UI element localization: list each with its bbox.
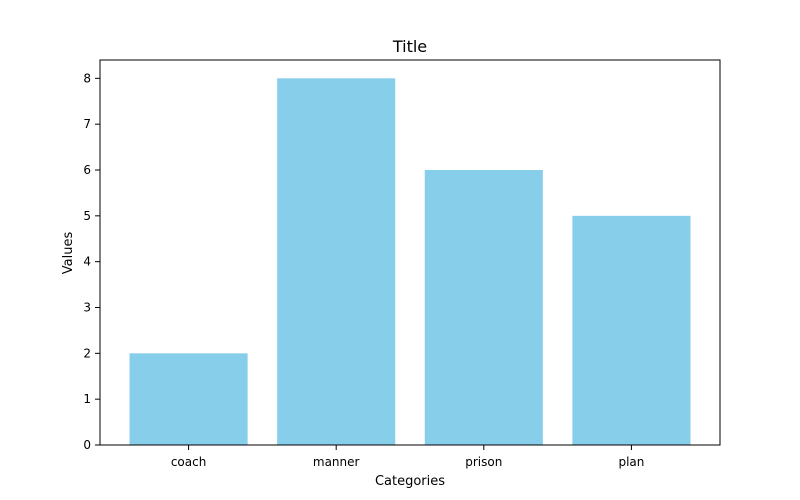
y-tick-label: 4 [83, 255, 91, 269]
x-tick-label-coach: coach [171, 455, 207, 469]
y-tick-label: 8 [83, 71, 91, 85]
plot-area-frame [99, 59, 721, 446]
y-axis-ticks: 0 1 2 3 4 5 6 7 8 [83, 71, 100, 452]
y-tick-label: 2 [83, 346, 91, 360]
y-tick-label: 7 [83, 117, 91, 131]
y-tick-label: 1 [83, 392, 91, 406]
x-axis-label: Categories [375, 474, 445, 489]
bar-coach [129, 353, 248, 445]
bars-group [129, 78, 691, 445]
bar-plan [572, 215, 691, 445]
x-axis-ticks: coach manner prison plan [171, 445, 644, 469]
x-tick-label-prison: prison [465, 455, 502, 469]
y-tick-label: 6 [83, 163, 91, 177]
y-tick-label: 0 [83, 438, 91, 452]
y-tick-label: 5 [83, 209, 91, 223]
bar-manner [277, 78, 396, 445]
x-tick-label-manner: manner [313, 455, 360, 469]
chart-title: Title [392, 37, 427, 56]
x-tick-label-plan: plan [618, 455, 644, 469]
y-tick-label: 3 [83, 301, 91, 315]
bar-prison [424, 170, 543, 445]
y-axis-label: Values [61, 232, 76, 275]
